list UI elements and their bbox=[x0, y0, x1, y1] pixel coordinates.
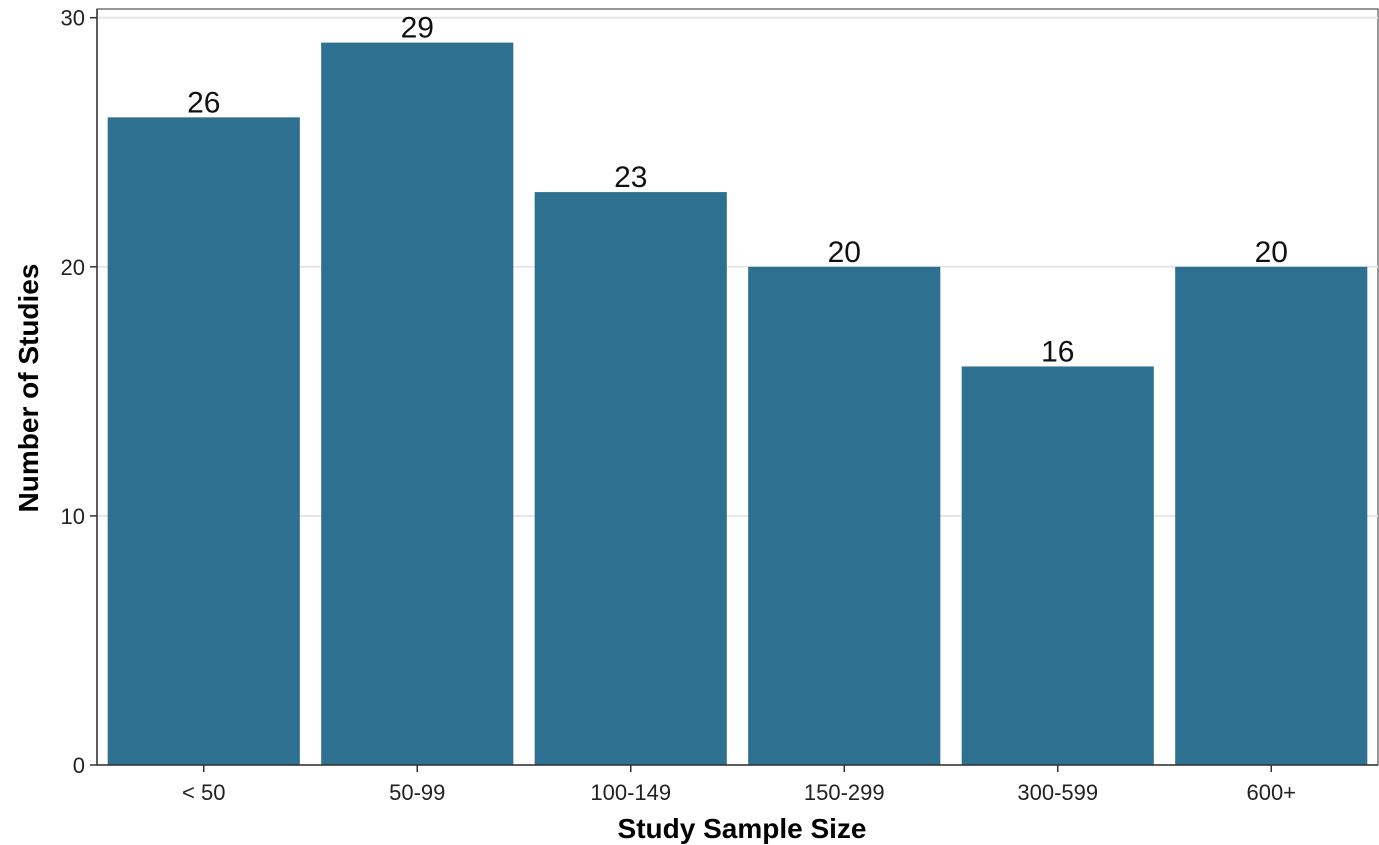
y-tick-label-1: 10 bbox=[61, 504, 85, 529]
x-axis-title: Study Sample Size bbox=[618, 813, 867, 844]
x-tick-labels: < 50 50-99 100-149 150-299 300-599 600+ bbox=[182, 780, 1296, 805]
axes-group bbox=[90, 9, 1378, 772]
x-tick-label-4: 300-599 bbox=[1017, 780, 1098, 805]
bar-2 bbox=[534, 192, 727, 766]
data-label-0: 26 bbox=[187, 86, 220, 119]
data-label-1: 29 bbox=[401, 12, 434, 45]
y-tick-label-3: 30 bbox=[61, 6, 85, 31]
plot-panel bbox=[96, 8, 1379, 766]
x-tick-label-1: 50-99 bbox=[389, 780, 445, 805]
bars-group bbox=[107, 42, 1368, 766]
data-labels-group: 26 29 23 20 16 20 bbox=[187, 12, 1288, 369]
x-tick-label-0: < 50 bbox=[182, 780, 225, 805]
bar-5 bbox=[1175, 266, 1368, 765]
x-tick-label-3: 150-299 bbox=[804, 780, 885, 805]
bar-4 bbox=[961, 366, 1154, 765]
bar-3 bbox=[748, 266, 941, 765]
bar-1 bbox=[321, 42, 514, 765]
bar-0 bbox=[107, 117, 300, 766]
x-tick-label-2: 100-149 bbox=[590, 780, 671, 805]
data-label-4: 16 bbox=[1041, 335, 1074, 368]
data-label-2: 23 bbox=[614, 161, 647, 194]
data-label-3: 20 bbox=[828, 236, 861, 269]
grid-lines bbox=[96, 8, 1379, 766]
y-tick-label-0: 0 bbox=[73, 753, 85, 778]
data-label-5: 20 bbox=[1255, 236, 1288, 269]
x-tick-label-5: 600+ bbox=[1246, 780, 1296, 805]
y-tick-labels: 0 10 20 30 bbox=[61, 6, 85, 778]
y-tick-label-2: 20 bbox=[61, 255, 85, 280]
y-axis-title: Number of Studies bbox=[13, 264, 44, 513]
